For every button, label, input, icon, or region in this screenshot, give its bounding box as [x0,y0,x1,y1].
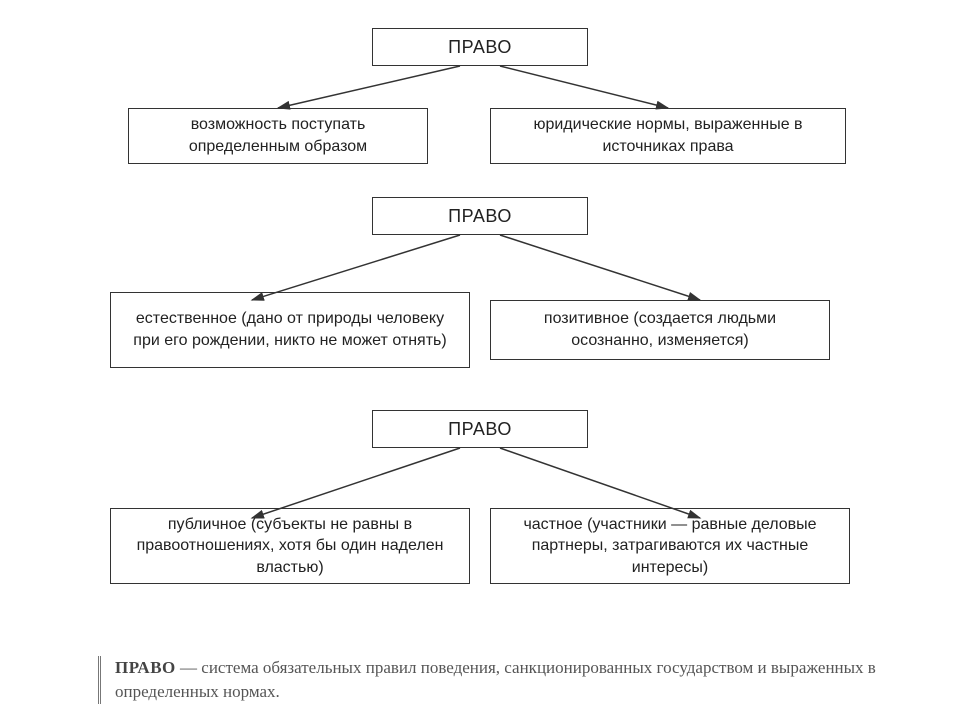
node-root-3: ПРАВО [372,410,588,448]
definition-block: ПРАВО — система обязательных правил пове… [98,656,878,704]
node-leaf-2b: позитивное (создается людьми осознанно, … [490,300,830,360]
definition-text: система обязательных правил поведения, с… [115,658,876,701]
node-root-1: ПРАВО [372,28,588,66]
definition-sep: — [176,658,202,677]
node-root-2: ПРАВО [372,197,588,235]
definition-term: ПРАВО [115,658,176,677]
node-leaf-1a: возможность поступать определенным образ… [128,108,428,164]
node-leaf-1b: юридические нормы, выраженные в источник… [490,108,846,164]
node-leaf-3a: публичное (субъекты не равны в правоотно… [110,508,470,584]
node-leaf-2a: естественное (дано от природы человеку п… [110,292,470,368]
node-leaf-3b: частное (участники — равные деловые парт… [490,508,850,584]
